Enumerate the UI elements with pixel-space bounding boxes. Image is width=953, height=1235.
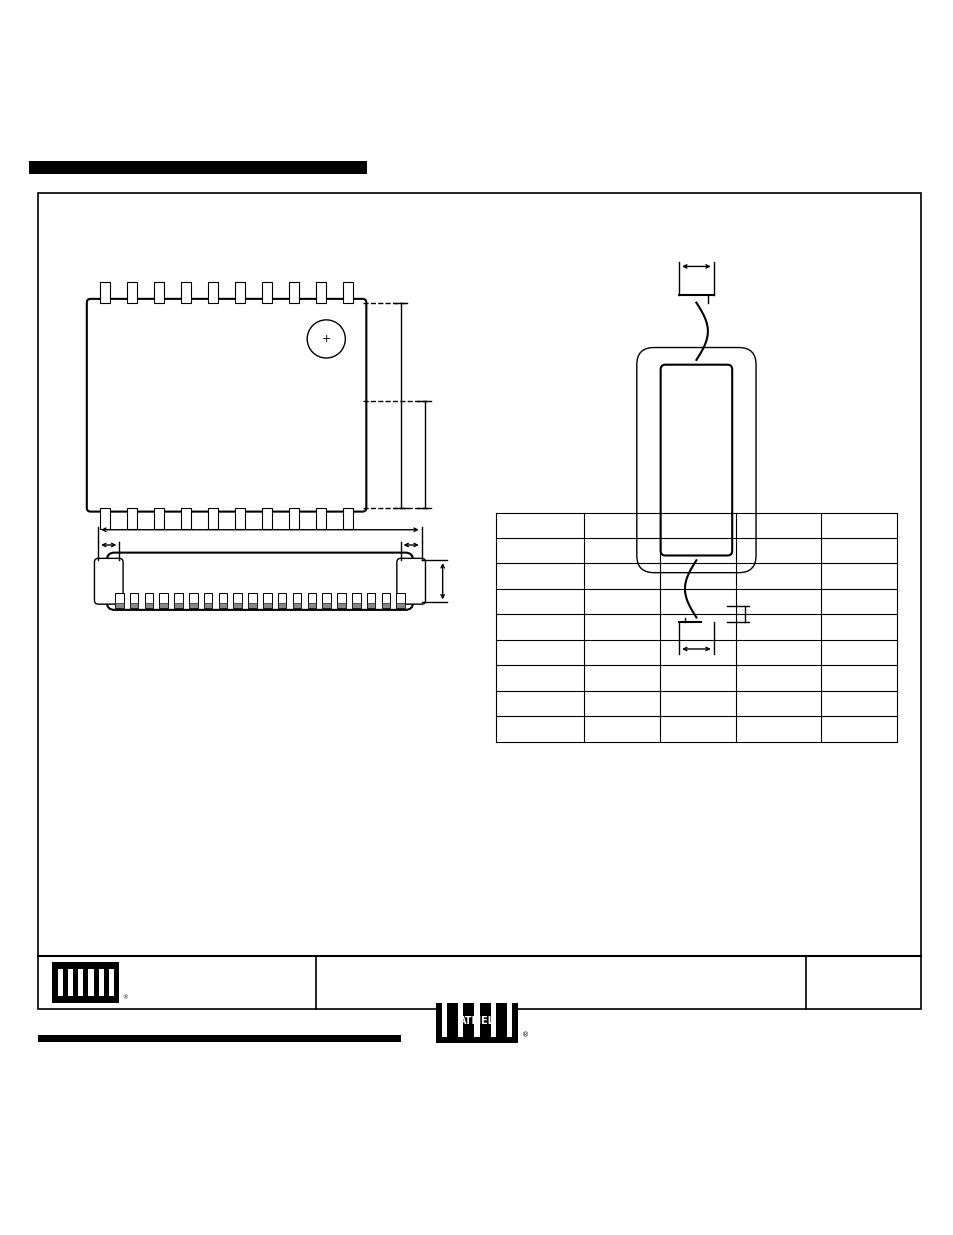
Bar (490, 1003, 496, 1037)
Bar (307, 603, 315, 608)
Bar (315, 282, 326, 303)
FancyBboxPatch shape (87, 299, 366, 511)
Bar (248, 603, 256, 608)
Bar (63, 968, 68, 997)
Bar (396, 603, 404, 608)
Bar (159, 603, 168, 608)
Circle shape (307, 320, 345, 358)
FancyBboxPatch shape (396, 558, 425, 604)
Bar (127, 282, 137, 303)
Bar (114, 593, 124, 608)
Bar (343, 282, 353, 303)
Text: +: + (321, 333, 331, 343)
Bar (174, 593, 183, 608)
Bar (145, 603, 153, 608)
Bar (130, 603, 138, 608)
Bar (436, 1003, 517, 1044)
Text: ®: ® (122, 995, 128, 1000)
Bar (93, 968, 98, 997)
Bar (293, 603, 301, 608)
Bar (263, 603, 272, 608)
Bar (73, 968, 78, 997)
FancyBboxPatch shape (637, 347, 755, 573)
Bar (174, 603, 183, 608)
Bar (114, 968, 119, 997)
Bar (114, 603, 124, 608)
Bar (181, 508, 191, 529)
Bar (83, 968, 89, 997)
Bar (336, 603, 345, 608)
Bar (218, 593, 227, 608)
Bar (343, 508, 353, 529)
Bar (396, 593, 404, 608)
Bar (233, 593, 242, 608)
Bar (352, 593, 360, 608)
Bar (100, 282, 111, 303)
Bar (261, 282, 273, 303)
Bar (52, 962, 119, 968)
Bar (441, 1003, 447, 1037)
Bar (352, 603, 360, 608)
Bar (277, 603, 286, 608)
Bar (104, 968, 109, 997)
Bar (263, 593, 272, 608)
Bar (289, 282, 299, 303)
Bar (277, 593, 286, 608)
Bar (153, 282, 164, 303)
Bar (336, 593, 345, 608)
Bar (506, 1003, 512, 1037)
Bar (289, 508, 299, 529)
Bar (234, 508, 245, 529)
Bar (52, 968, 57, 997)
Bar (204, 593, 213, 608)
Bar (38, 193, 920, 1009)
Bar (366, 593, 375, 608)
Bar (127, 508, 137, 529)
Bar (208, 508, 218, 529)
Bar (234, 282, 245, 303)
Bar (100, 508, 111, 529)
FancyBboxPatch shape (659, 364, 731, 556)
Bar (130, 593, 138, 608)
Bar (208, 282, 218, 303)
Bar (145, 593, 153, 608)
Bar (322, 603, 331, 608)
Bar (307, 593, 315, 608)
Bar (189, 593, 197, 608)
FancyBboxPatch shape (107, 552, 413, 610)
Bar (204, 603, 213, 608)
Bar (38, 1035, 400, 1042)
Bar (248, 593, 256, 608)
Bar (381, 593, 390, 608)
Bar (52, 997, 119, 1003)
Bar (261, 508, 273, 529)
Bar (322, 593, 331, 608)
Bar (315, 508, 326, 529)
Bar (218, 603, 227, 608)
Text: ®: ® (522, 1032, 529, 1039)
Bar (159, 593, 168, 608)
Bar (474, 1003, 479, 1037)
Bar (457, 1003, 463, 1037)
Text: ATMEL: ATMEL (458, 1016, 495, 1026)
Bar (381, 603, 390, 608)
FancyBboxPatch shape (94, 558, 123, 604)
Bar (181, 282, 191, 303)
Bar (293, 593, 301, 608)
Bar (366, 603, 375, 608)
Bar (189, 603, 197, 608)
Bar (29, 162, 367, 174)
Bar (233, 603, 242, 608)
Bar (153, 508, 164, 529)
